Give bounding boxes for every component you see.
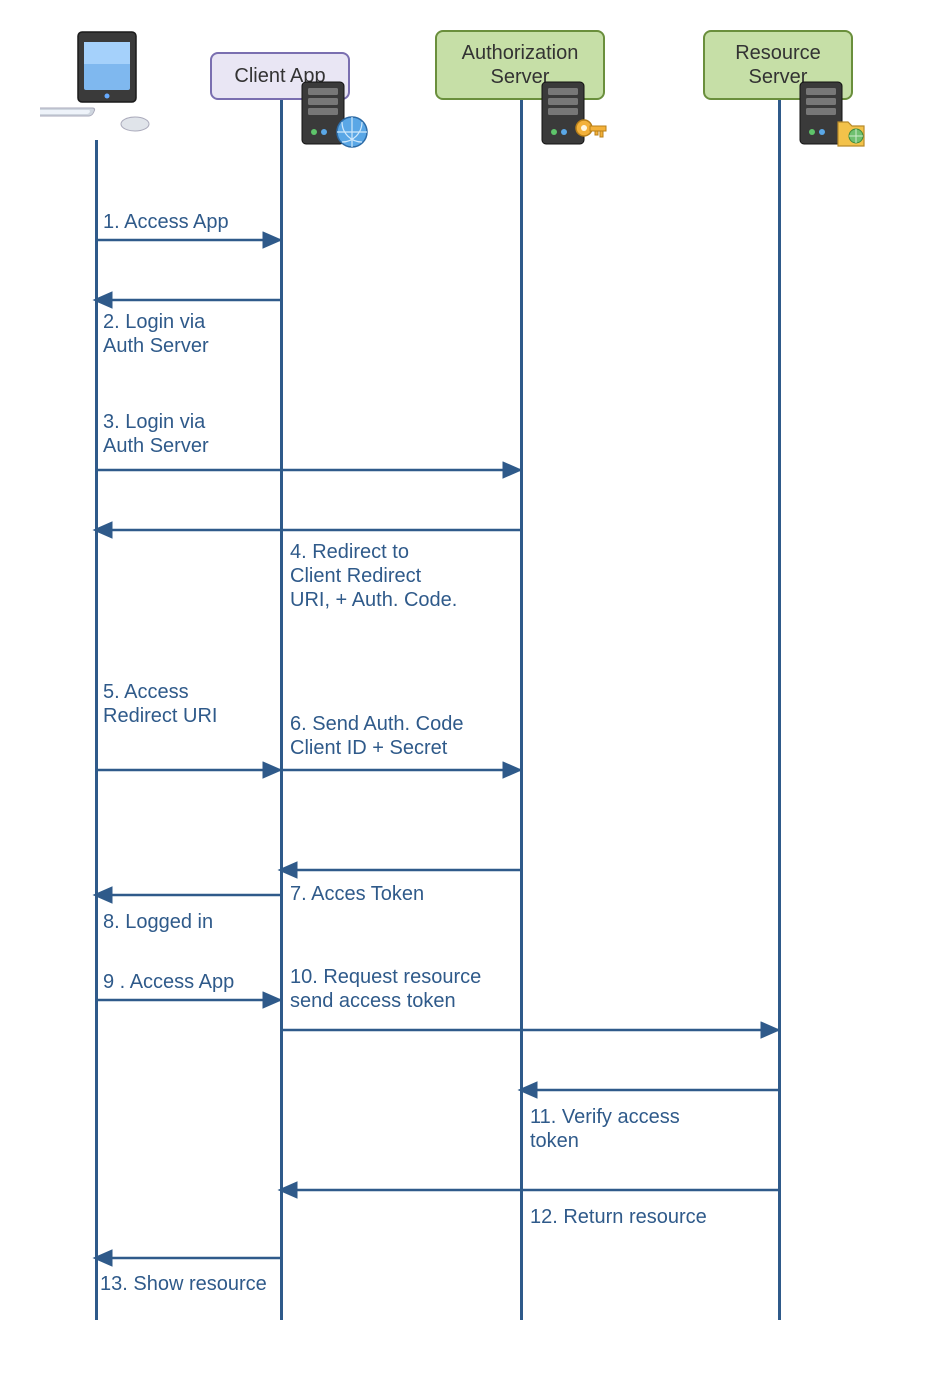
message-label-13: 13. Show resource — [100, 1272, 267, 1296]
message-label-5: 5. Access Redirect URI — [103, 680, 217, 728]
message-label-6: 6. Send Auth. Code Client ID + Secret — [290, 712, 463, 760]
message-label-12: 12. Return resource — [530, 1205, 707, 1229]
message-label-8: 8. Logged in — [103, 910, 213, 934]
message-label-10: 10. Request resource send access token — [290, 965, 481, 1013]
message-label-11: 11. Verify access token — [530, 1105, 680, 1153]
message-label-3: 3. Login via Auth Server — [103, 410, 209, 458]
message-label-4: 4. Redirect to Client Redirect URI, + Au… — [290, 540, 457, 612]
message-label-7: 7. Acces Token — [290, 882, 424, 906]
message-label-2: 2. Login via Auth Server — [103, 310, 209, 358]
message-label-9: 9 . Access App — [103, 970, 234, 994]
message-label-1: 1. Access App — [103, 210, 229, 234]
sequence-diagram: Client App Authorization Server Resource… — [0, 0, 952, 1400]
